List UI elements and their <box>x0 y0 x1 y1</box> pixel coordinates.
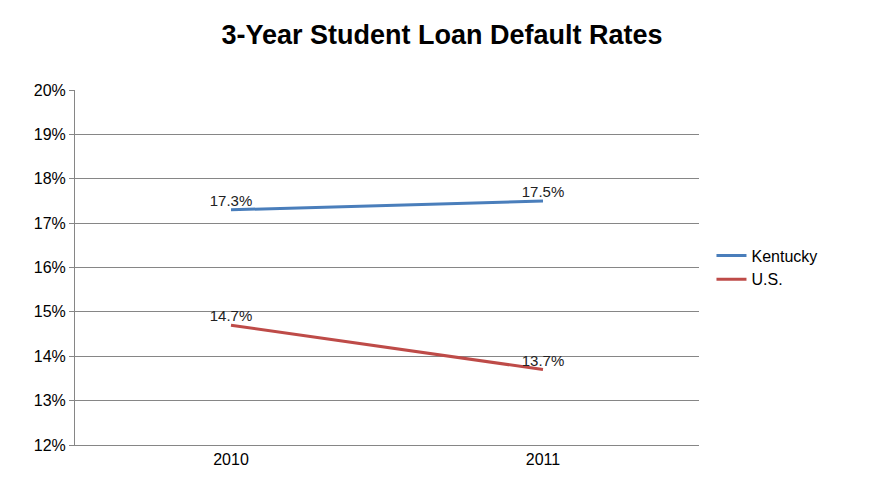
svg-text:20%: 20% <box>34 82 66 99</box>
svg-text:13%: 13% <box>34 392 66 409</box>
svg-text:Kentucky: Kentucky <box>751 248 817 265</box>
svg-text:17%: 17% <box>34 215 66 232</box>
svg-text:19%: 19% <box>34 126 66 143</box>
svg-text:13.7%: 13.7% <box>522 352 565 369</box>
svg-text:14%: 14% <box>34 348 66 365</box>
svg-text:12%: 12% <box>34 437 66 454</box>
svg-text:U.S.: U.S. <box>751 271 782 288</box>
svg-text:2011: 2011 <box>526 451 561 468</box>
svg-text:16%: 16% <box>34 259 66 276</box>
svg-text:18%: 18% <box>34 170 66 187</box>
svg-text:17.5%: 17.5% <box>522 183 565 200</box>
svg-text:3-Year Student Loan Default Ra: 3-Year Student Loan Default Rates <box>221 20 662 50</box>
svg-text:17.3%: 17.3% <box>210 192 253 209</box>
svg-text:14.7%: 14.7% <box>210 307 253 324</box>
svg-text:2010: 2010 <box>213 451 249 468</box>
svg-text:15%: 15% <box>34 303 66 320</box>
